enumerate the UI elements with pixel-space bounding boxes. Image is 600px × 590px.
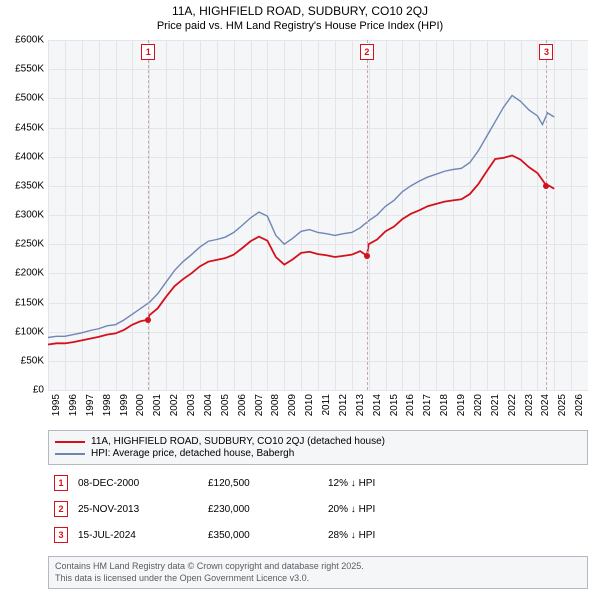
sale-price: £230,000 (208, 504, 318, 515)
chart-lines (48, 40, 588, 390)
sale-number-box: 1 (54, 475, 68, 491)
x-axis-label: 2018 (439, 394, 450, 416)
attribution-box: Contains HM Land Registry data © Crown c… (48, 556, 588, 589)
x-axis-label: 2003 (186, 394, 197, 416)
sale-row: 1 08-DEC-2000 £120,500 12% ↓ HPI (48, 470, 588, 496)
y-axis-label: £400K (15, 151, 44, 162)
sale-marker-box: 3 (539, 44, 553, 60)
x-axis-label: 2011 (321, 394, 332, 416)
chart-title-line2: Price paid vs. HM Land Registry's House … (0, 20, 600, 32)
sale-marker-dot (145, 317, 151, 323)
sale-diff: 20% ↓ HPI (328, 504, 428, 515)
y-axis-label: £50K (21, 355, 44, 366)
sale-row: 2 25-NOV-2013 £230,000 20% ↓ HPI (48, 496, 588, 522)
x-axis-label: 1999 (119, 394, 130, 416)
sale-marker-line (367, 40, 368, 390)
x-axis-label: 2010 (304, 394, 315, 416)
legend-label: 11A, HIGHFIELD ROAD, SUDBURY, CO10 2QJ (… (91, 436, 385, 447)
legend-row: HPI: Average price, detached house, Babe… (55, 448, 581, 459)
x-axis-label: 1997 (85, 394, 96, 416)
x-axis-label: 2021 (490, 394, 501, 416)
y-axis-label: £100K (15, 326, 44, 337)
y-axis-label: £350K (15, 180, 44, 191)
sale-marker-line (148, 40, 149, 390)
x-axis-label: 2025 (557, 394, 568, 416)
x-axis-label: 1996 (68, 394, 79, 416)
x-axis-label: 2019 (456, 394, 467, 416)
x-axis-label: 2012 (338, 394, 349, 416)
legend-label: HPI: Average price, detached house, Babe… (91, 448, 294, 459)
y-axis-label: £300K (15, 210, 44, 221)
attribution-line2: This data is licensed under the Open Gov… (55, 573, 581, 585)
x-axis-label: 2002 (169, 394, 180, 416)
x-axis-label: 2007 (254, 394, 265, 416)
x-axis-label: 2000 (135, 394, 146, 416)
series-property (48, 156, 554, 345)
legend-box: 11A, HIGHFIELD ROAD, SUDBURY, CO10 2QJ (… (48, 430, 588, 465)
x-axis-label: 2013 (355, 394, 366, 416)
y-axis-label: £450K (15, 122, 44, 133)
sale-marker-dot (543, 183, 549, 189)
sale-price: £120,500 (208, 478, 318, 489)
x-axis-label: 1998 (102, 394, 113, 416)
x-axis-label: 2020 (473, 394, 484, 416)
legend-swatch (55, 441, 85, 443)
legend-swatch (55, 453, 85, 455)
attribution-line1: Contains HM Land Registry data © Crown c… (55, 561, 581, 573)
sale-marker-box: 1 (141, 44, 155, 60)
sale-marker-dot (364, 253, 370, 259)
x-axis-label: 2015 (389, 394, 400, 416)
sale-date: 25-NOV-2013 (78, 504, 198, 515)
chart-container: 11A, HIGHFIELD ROAD, SUDBURY, CO10 2QJ P… (0, 0, 600, 590)
x-axis-label: 2016 (405, 394, 416, 416)
sale-date: 15-JUL-2024 (78, 530, 198, 541)
x-axis-label: 2008 (270, 394, 281, 416)
x-axis-label: 2022 (507, 394, 518, 416)
y-axis-label: £0 (33, 385, 44, 396)
y-axis-label: £500K (15, 93, 44, 104)
x-axis-label: 2009 (287, 394, 298, 416)
chart-plot-area: 123 £0£50K£100K£150K£200K£250K£300K£350K… (48, 40, 588, 390)
x-axis-label: 2017 (422, 394, 433, 416)
x-axis-label: 2006 (237, 394, 248, 416)
y-axis-label: £200K (15, 268, 44, 279)
chart-title-line1: 11A, HIGHFIELD ROAD, SUDBURY, CO10 2QJ (0, 0, 600, 20)
legend-row: 11A, HIGHFIELD ROAD, SUDBURY, CO10 2QJ (… (55, 436, 581, 447)
x-axis-label: 2004 (203, 394, 214, 416)
y-axis-label: £600K (15, 35, 44, 46)
y-axis-label: £550K (15, 64, 44, 75)
series-hpi (48, 95, 554, 337)
y-axis-label: £150K (15, 297, 44, 308)
x-axis-label: 1995 (51, 394, 62, 416)
sale-diff: 28% ↓ HPI (328, 530, 428, 541)
y-axis-label: £250K (15, 239, 44, 250)
sale-marker-line (546, 40, 547, 390)
sale-marker-box: 2 (360, 44, 374, 60)
sale-price: £350,000 (208, 530, 318, 541)
gridline-h (48, 390, 588, 391)
x-axis-label: 2024 (540, 394, 551, 416)
x-axis-label: 2023 (524, 394, 535, 416)
x-axis-label: 2026 (574, 394, 585, 416)
sale-number-box: 3 (54, 527, 68, 543)
sale-row: 3 15-JUL-2024 £350,000 28% ↓ HPI (48, 522, 588, 548)
x-axis-label: 2005 (220, 394, 231, 416)
x-axis-label: 2014 (372, 394, 383, 416)
sale-date: 08-DEC-2000 (78, 478, 198, 489)
sales-table: 1 08-DEC-2000 £120,500 12% ↓ HPI 2 25-NOV-201… (48, 470, 588, 548)
sale-diff: 12% ↓ HPI (328, 478, 428, 489)
x-axis-label: 2001 (152, 394, 163, 416)
sale-number-box: 2 (54, 501, 68, 517)
